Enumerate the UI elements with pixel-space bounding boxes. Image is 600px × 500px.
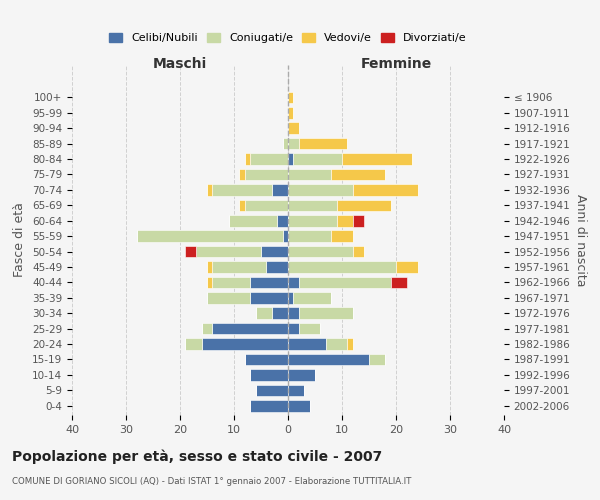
Bar [202, 323, 212, 334]
Bar [288, 200, 337, 211]
Bar [137, 230, 283, 242]
Bar [288, 354, 369, 366]
Text: COMUNE DI GORIANO SICOLI (AQ) - Dati ISTAT 1° gennaio 2007 - Elaborazione TUTTIT: COMUNE DI GORIANO SICOLI (AQ) - Dati IST… [12, 478, 412, 486]
Bar [250, 369, 288, 380]
Bar [347, 338, 353, 350]
Bar [245, 168, 288, 180]
Bar [272, 184, 288, 196]
Bar [391, 276, 407, 288]
Bar [250, 276, 288, 288]
Bar [288, 369, 315, 380]
Bar [250, 292, 288, 304]
Bar [256, 308, 272, 319]
Bar [288, 384, 304, 396]
Text: Popolazione per età, sesso e stato civile - 2007: Popolazione per età, sesso e stato civil… [12, 450, 382, 464]
Bar [288, 261, 396, 273]
Bar [288, 276, 299, 288]
Bar [250, 400, 288, 411]
Bar [185, 246, 196, 258]
Bar [299, 308, 353, 319]
Bar [353, 184, 418, 196]
Bar [299, 138, 347, 149]
Bar [277, 215, 288, 226]
Bar [245, 200, 288, 211]
Bar [288, 107, 293, 118]
Text: Femmine: Femmine [361, 57, 431, 71]
Bar [256, 384, 288, 396]
Bar [331, 230, 353, 242]
Bar [272, 308, 288, 319]
Bar [288, 338, 326, 350]
Bar [288, 292, 293, 304]
Bar [288, 92, 293, 103]
Bar [266, 261, 288, 273]
Bar [250, 154, 288, 165]
Bar [245, 154, 250, 165]
Bar [288, 308, 299, 319]
Bar [261, 246, 288, 258]
Bar [288, 230, 331, 242]
Bar [288, 215, 337, 226]
Bar [337, 215, 353, 226]
Bar [245, 354, 288, 366]
Bar [212, 276, 250, 288]
Bar [207, 261, 212, 273]
Bar [207, 184, 212, 196]
Bar [207, 292, 250, 304]
Bar [212, 323, 288, 334]
Bar [337, 200, 391, 211]
Bar [202, 338, 288, 350]
Text: Maschi: Maschi [153, 57, 207, 71]
Bar [212, 184, 272, 196]
Bar [299, 276, 391, 288]
Bar [212, 261, 266, 273]
Bar [185, 338, 202, 350]
Bar [288, 138, 299, 149]
Bar [288, 154, 293, 165]
Bar [331, 168, 385, 180]
Bar [288, 184, 353, 196]
Bar [288, 400, 310, 411]
Y-axis label: Fasce di età: Fasce di età [13, 202, 26, 278]
Bar [283, 230, 288, 242]
Bar [288, 168, 331, 180]
Bar [293, 292, 331, 304]
Bar [299, 323, 320, 334]
Bar [288, 246, 353, 258]
Bar [369, 354, 385, 366]
Bar [326, 338, 347, 350]
Legend: Celibi/Nubili, Coniugati/e, Vedovi/e, Divorziati/e: Celibi/Nubili, Coniugati/e, Vedovi/e, Di… [105, 28, 471, 48]
Bar [229, 215, 277, 226]
Bar [396, 261, 418, 273]
Bar [283, 138, 288, 149]
Bar [207, 276, 212, 288]
Bar [288, 122, 299, 134]
Bar [239, 200, 245, 211]
Bar [342, 154, 412, 165]
Bar [293, 154, 342, 165]
Y-axis label: Anni di nascita: Anni di nascita [574, 194, 587, 286]
Bar [239, 168, 245, 180]
Bar [288, 323, 299, 334]
Bar [353, 246, 364, 258]
Bar [196, 246, 261, 258]
Bar [353, 215, 364, 226]
